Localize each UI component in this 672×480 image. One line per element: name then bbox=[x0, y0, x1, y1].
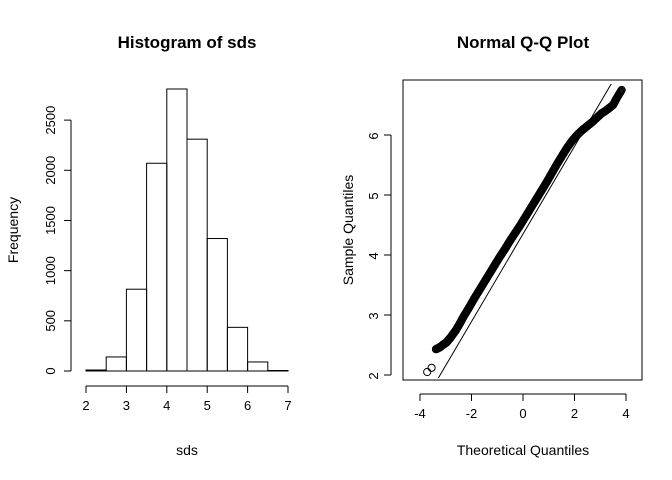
histogram-plot: 2 3 4 5 6 7 0 500 1000 1500 2000 2500 bbox=[43, 88, 292, 413]
hist-y-label: Frequency bbox=[5, 197, 21, 263]
qq-y-tick-label: 6 bbox=[366, 132, 381, 139]
hist-bar bbox=[226, 326, 249, 372]
qq-point bbox=[427, 363, 436, 372]
qq-y-tick-label: 2 bbox=[366, 372, 381, 379]
hist-bar bbox=[146, 162, 168, 372]
qq-x-tick-label: -2 bbox=[466, 406, 478, 421]
qq-x-tick-label: 4 bbox=[622, 406, 629, 421]
hist-x-tick-label: 7 bbox=[284, 398, 291, 413]
hist-x-tick-label: 4 bbox=[163, 398, 170, 413]
hist-y-tick-label: 0 bbox=[43, 367, 58, 374]
hist-bar bbox=[267, 369, 289, 372]
qq-y-tick-label: 5 bbox=[366, 192, 381, 199]
hist-y-tick-label: 2000 bbox=[43, 156, 58, 185]
qq-y-tick-label: 3 bbox=[366, 312, 381, 319]
hist-x-tick-label: 2 bbox=[82, 398, 89, 413]
hist-bar bbox=[166, 88, 188, 372]
hist-bar bbox=[105, 356, 127, 372]
hist-x-tick-label: 6 bbox=[244, 398, 251, 413]
hist-bar bbox=[247, 361, 269, 372]
hist-bar bbox=[186, 138, 208, 372]
hist-y-tick-label: 1500 bbox=[43, 206, 58, 235]
qq-y-tick-label: 4 bbox=[366, 252, 381, 259]
qq-y-label: Sample Quantiles bbox=[340, 175, 356, 286]
qq-x-tick-label: -4 bbox=[414, 406, 426, 421]
hist-y-tick-label: 1000 bbox=[43, 256, 58, 285]
qq-x-tick-label: 0 bbox=[519, 406, 526, 421]
qq-point bbox=[616, 86, 626, 96]
hist-x-label: sds bbox=[176, 442, 198, 458]
hist-x-tick-label: 5 bbox=[204, 398, 211, 413]
hist-bar bbox=[206, 238, 228, 372]
hist-title: Histogram of sds bbox=[118, 33, 257, 52]
qq-plot: -4 -2 0 2 4 2 3 4 5 6 bbox=[366, 79, 643, 421]
qq-plot-box bbox=[402, 79, 643, 381]
hist-y-tick-label: 2500 bbox=[43, 106, 58, 135]
qq-point bbox=[423, 367, 432, 377]
qq-title: Normal Q-Q Plot bbox=[457, 33, 590, 52]
hist-y-tick-label: 500 bbox=[43, 310, 58, 332]
hist-x-tick-label: 3 bbox=[123, 398, 130, 413]
hist-bar bbox=[85, 369, 107, 372]
qq-x-label: Theoretical Quantiles bbox=[457, 442, 589, 458]
hist-bar bbox=[125, 288, 148, 372]
qq-x-tick-label: 2 bbox=[571, 406, 578, 421]
